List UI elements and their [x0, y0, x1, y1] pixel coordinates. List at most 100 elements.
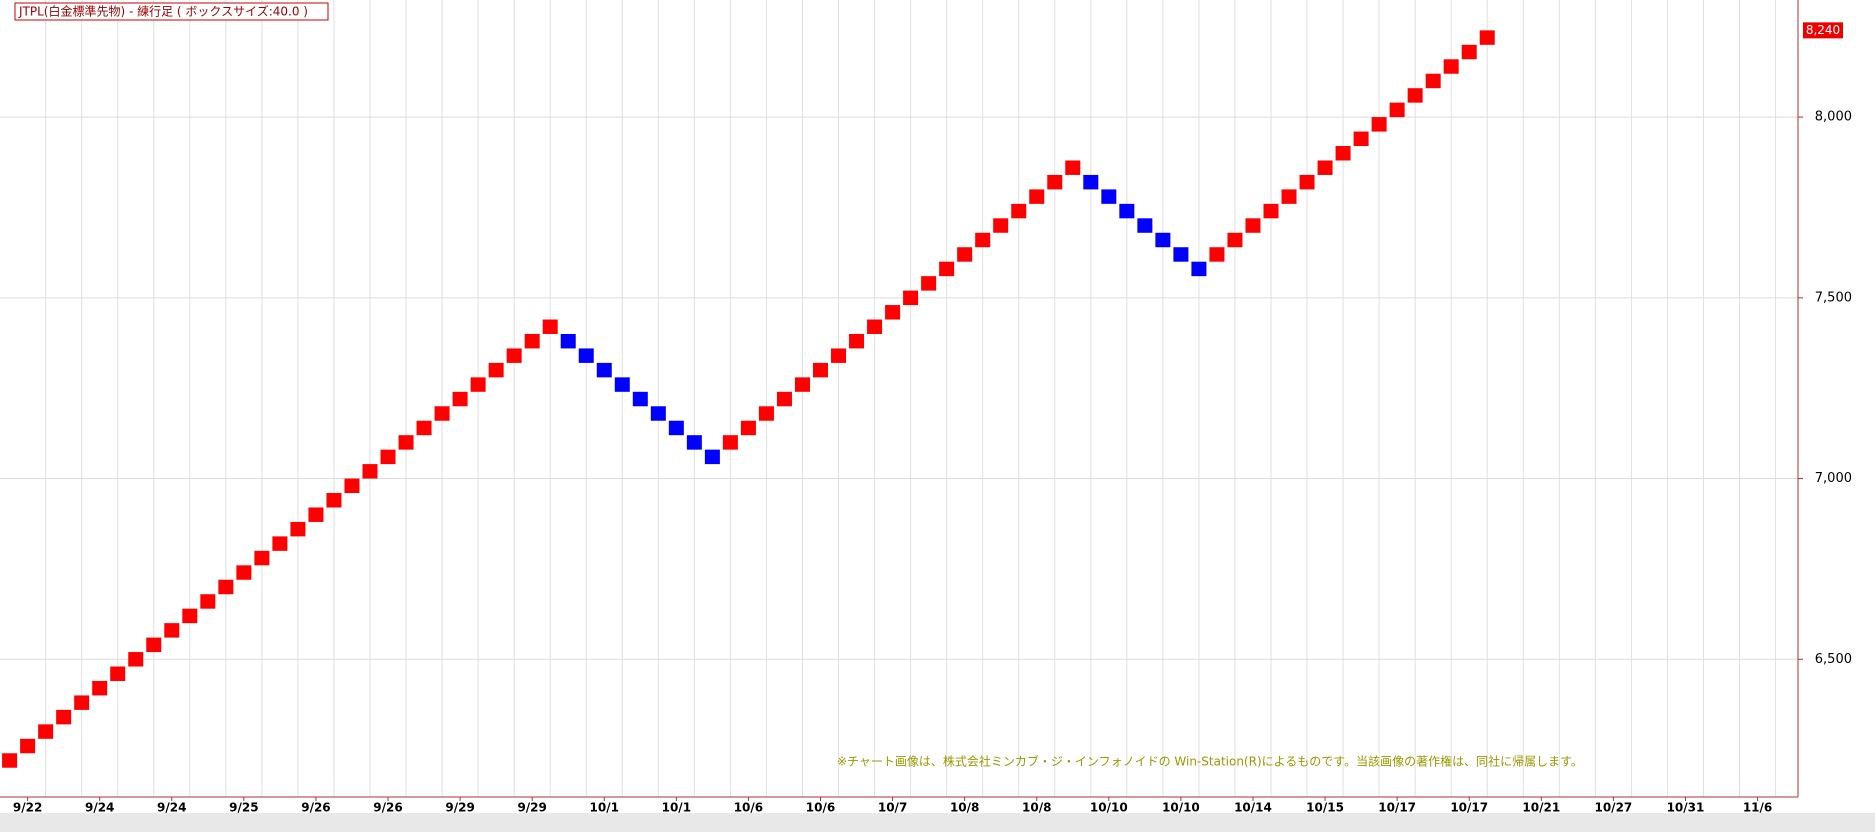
brick — [1281, 189, 1297, 204]
brick — [614, 377, 630, 392]
brick — [398, 435, 414, 450]
brick — [1407, 88, 1423, 103]
brick — [506, 348, 522, 363]
brick — [1479, 30, 1495, 45]
brick — [758, 406, 774, 421]
x-tick-label: 9/29 — [517, 801, 546, 815]
brick — [867, 319, 883, 334]
brick — [1047, 174, 1063, 190]
x-tick-label: 10/17 — [1378, 801, 1416, 815]
brick — [74, 695, 90, 710]
chart-title: JTPL(白金標準先物) - 練行足 ( ボックスサイズ:40.0 ) — [18, 4, 308, 19]
brick — [596, 362, 612, 378]
brick — [56, 709, 72, 725]
brick — [1299, 174, 1315, 190]
last-price-box — [1803, 22, 1843, 39]
x-tick-label: 10/7 — [878, 801, 907, 815]
x-tick-label: 10/31 — [1667, 801, 1705, 815]
scrollbar — [0, 813, 1875, 832]
brick — [362, 464, 378, 479]
brick — [686, 435, 702, 450]
brick — [434, 406, 450, 421]
brick — [578, 348, 594, 363]
brick — [1245, 218, 1261, 233]
brick — [632, 391, 648, 407]
brick — [939, 261, 955, 277]
brick — [722, 435, 738, 450]
brick — [813, 362, 828, 378]
brick — [794, 377, 810, 392]
brick — [236, 565, 252, 580]
brick — [1317, 160, 1333, 175]
brick — [1209, 247, 1225, 262]
brick — [290, 521, 306, 537]
brick — [1137, 218, 1153, 233]
brick — [452, 391, 468, 407]
copyright-note: ※チャート画像は、株式会社ミンカブ・ジ・インフォノイドの Win-Station… — [837, 754, 1583, 769]
brick — [1353, 131, 1369, 147]
brick — [1371, 117, 1387, 132]
brick — [128, 652, 144, 667]
brick — [182, 608, 198, 624]
x-tick-label: 10/10 — [1162, 801, 1200, 815]
x-tick-label: 11/6 — [1743, 801, 1772, 815]
brick — [903, 290, 919, 306]
brick — [272, 536, 288, 551]
x-tick-label: 10/10 — [1090, 801, 1128, 815]
brick — [20, 738, 36, 754]
brick — [921, 276, 937, 291]
brick — [885, 305, 901, 320]
x-tick-label: 9/24 — [85, 801, 114, 815]
brick — [975, 232, 991, 248]
x-tick-label: 9/25 — [229, 801, 258, 815]
brick — [1029, 189, 1045, 204]
brick — [1119, 203, 1135, 219]
brick — [308, 507, 324, 522]
x-tick-label: 9/26 — [373, 801, 402, 815]
brick — [1227, 232, 1243, 248]
x-tick-label: 10/1 — [590, 801, 619, 815]
x-tick-label: 10/1 — [662, 801, 691, 815]
x-tick-label: 10/8 — [1022, 801, 1051, 815]
brick — [650, 406, 666, 421]
brick — [740, 420, 756, 436]
brick — [1335, 146, 1351, 161]
y-tick-label: 8,000 — [1815, 110, 1852, 125]
x-tick-label: 10/21 — [1522, 801, 1560, 815]
brick — [776, 391, 792, 407]
brick — [110, 666, 126, 681]
brick — [200, 594, 216, 609]
brick — [831, 348, 847, 363]
brick — [326, 493, 342, 508]
x-tick-label: 9/29 — [445, 801, 474, 815]
last-price-label: 8,240 — [1806, 23, 1840, 37]
x-tick-label: 10/27 — [1594, 801, 1632, 815]
brick — [1263, 203, 1279, 219]
brick — [993, 218, 1009, 233]
brick — [416, 420, 432, 436]
brick — [92, 680, 108, 696]
brick — [849, 333, 865, 349]
brick — [470, 377, 486, 392]
x-tick-label: 10/17 — [1450, 801, 1488, 815]
x-tick-label: 10/15 — [1306, 801, 1344, 815]
brick — [344, 478, 360, 494]
brick — [1173, 247, 1189, 262]
y-tick-label: 7,500 — [1815, 290, 1852, 305]
brick — [164, 623, 180, 638]
brick — [1155, 232, 1171, 248]
x-tick-label: 9/22 — [13, 801, 42, 815]
brick — [560, 333, 576, 349]
brick — [254, 550, 270, 566]
brick — [704, 449, 720, 465]
brick — [1011, 203, 1027, 219]
brick — [1461, 44, 1477, 60]
brick — [218, 579, 234, 595]
brick — [1443, 59, 1459, 74]
brick — [1191, 261, 1207, 277]
y-tick-label: 6,500 — [1815, 652, 1852, 667]
brick — [1389, 102, 1405, 118]
brick — [488, 362, 504, 378]
brick — [2, 753, 18, 768]
